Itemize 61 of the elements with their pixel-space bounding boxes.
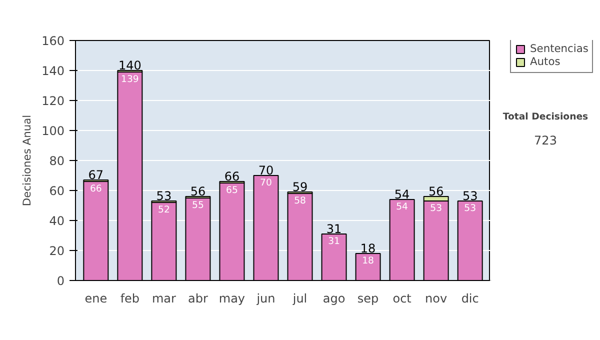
x-tick-label: nov — [425, 292, 448, 306]
data-label: 139 — [121, 74, 139, 85]
data-label: 55 — [192, 200, 204, 211]
x-tick-label: jun — [256, 292, 276, 306]
bar — [185, 198, 211, 280]
total-label: 140 — [118, 58, 142, 72]
x-tick-label: ago — [322, 292, 346, 306]
data-label: 31 — [328, 236, 340, 247]
x-tick-label: abr — [188, 292, 208, 306]
data-label: 66 — [90, 184, 102, 194]
bar — [287, 193, 313, 280]
total-label: 56 — [190, 184, 206, 198]
x-tick-label: feb — [120, 292, 140, 306]
legend-label: Sentencias — [530, 42, 588, 55]
y-tick-label: 120 — [42, 94, 64, 108]
data-label: 65 — [226, 185, 238, 196]
data-label: 53 — [430, 203, 442, 214]
bar — [219, 182, 245, 280]
total-label: 66 — [224, 170, 240, 184]
data-label: 58 — [294, 196, 306, 206]
total-label: 54 — [394, 188, 410, 202]
y-tick-label: 140 — [42, 64, 64, 78]
total-label: 18 — [360, 242, 376, 256]
bar — [151, 202, 177, 280]
total-label: 53 — [462, 189, 478, 203]
bar — [83, 181, 109, 280]
y-tick-label: 40 — [49, 214, 65, 228]
total-label: 59 — [292, 180, 308, 194]
y-tick-label: 100 — [42, 124, 64, 138]
bar — [321, 234, 347, 280]
x-tick-label: dic — [461, 292, 479, 306]
y-axis-title: Decisiones Anual — [20, 114, 34, 206]
text: Total Decisiones — [502, 112, 589, 122]
text: 723 — [534, 134, 557, 148]
bar — [253, 175, 279, 280]
x-tick-label: may — [218, 292, 246, 306]
x-tick-label: sep — [357, 292, 379, 306]
legend-label: Autos — [530, 55, 560, 68]
data-label: 70 — [260, 178, 272, 188]
data-label: 52 — [158, 204, 170, 216]
y-tick-label: 80 — [49, 154, 65, 168]
bar — [389, 199, 415, 280]
x-tick-label: mar — [152, 292, 176, 306]
total-label: 56 — [428, 184, 444, 198]
x-tick-label: jul — [292, 292, 308, 306]
total-label: 31 — [326, 222, 342, 236]
y-tick-label: 160 — [42, 34, 64, 48]
bar — [457, 200, 483, 280]
total-label: 70 — [258, 164, 274, 178]
data-label: 54 — [396, 202, 408, 212]
bar — [355, 253, 381, 280]
x-tick-label: oct — [392, 292, 412, 306]
bar — [117, 72, 143, 280]
y-tick-label: 0 — [56, 274, 65, 288]
data-label: 53 — [464, 203, 476, 214]
total-label: 53 — [156, 189, 172, 203]
total-label: 67 — [88, 168, 104, 182]
y-tick-label: 60 — [49, 184, 65, 198]
x-tick-label: ene — [84, 292, 108, 306]
data-label: 18 — [362, 256, 374, 266]
y-tick-label: 20 — [49, 244, 65, 258]
